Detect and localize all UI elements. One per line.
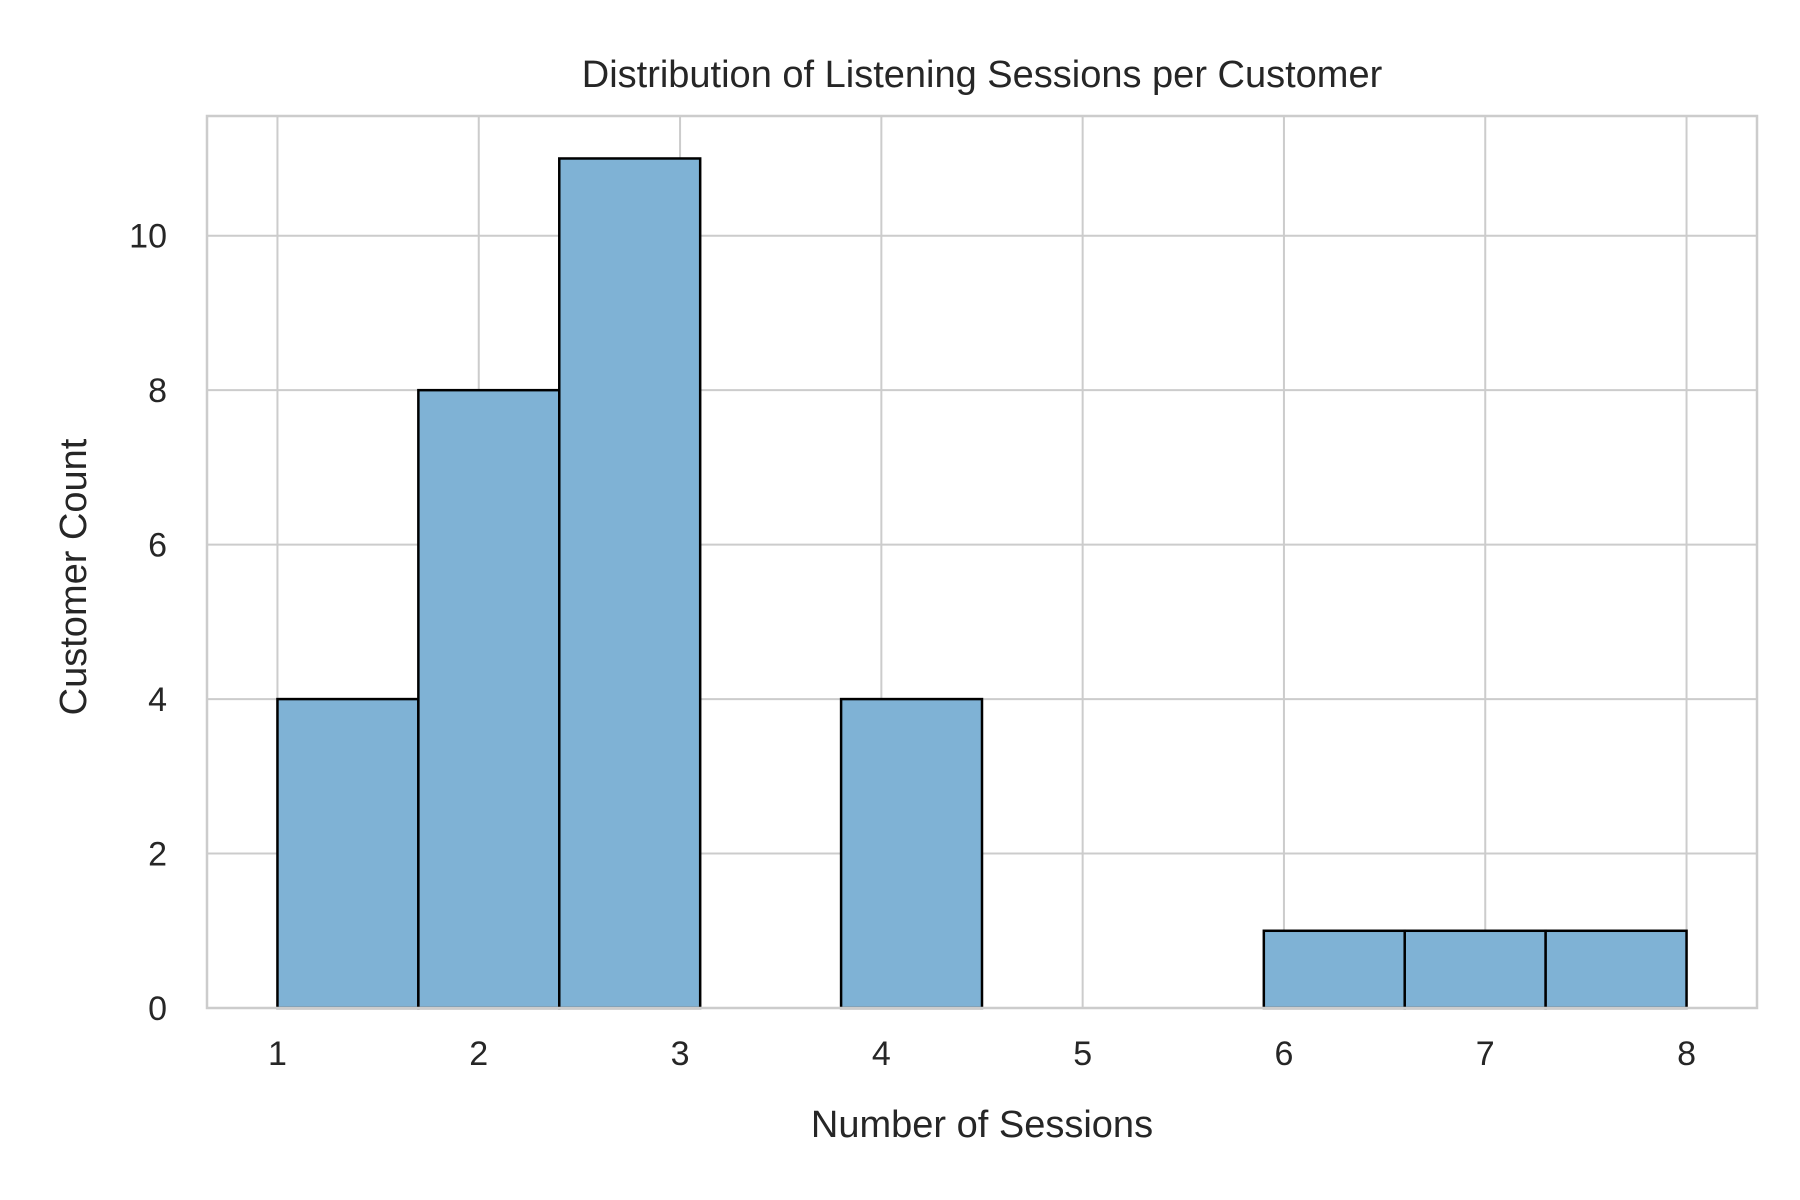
histogram-bar: [1403, 929, 1547, 1010]
chart-title: Distribution of Listening Sessions per C…: [582, 54, 1383, 96]
histogram-bars: [276, 157, 1688, 1010]
x-tick-label: 3: [671, 1035, 690, 1073]
histogram-bar: [417, 388, 561, 1010]
histogram-bar: [276, 697, 420, 1010]
x-tick-labels: 1 2 3 4 5 6 7 8: [268, 1035, 1696, 1073]
y-tick-labels: 0 2 4 6 8 10: [129, 218, 167, 1028]
x-tick-label: 4: [872, 1035, 891, 1073]
histogram-bar: [839, 697, 984, 1010]
x-axis-label: Number of Sessions: [811, 1104, 1153, 1146]
y-tick-label: 2: [148, 836, 167, 874]
plot-frame: [205, 114, 1759, 1010]
y-tick-label: 0: [148, 990, 167, 1028]
x-tick-label: 7: [1476, 1035, 1495, 1073]
y-tick-label: 4: [148, 681, 167, 719]
y-tick-label: 8: [148, 372, 167, 410]
y-tick-label: 10: [129, 218, 167, 256]
x-tick-label: 2: [469, 1035, 488, 1073]
x-tick-label: 5: [1073, 1035, 1092, 1073]
histogram-bar: [1544, 929, 1688, 1010]
y-axis-label: Customer Count: [53, 438, 95, 715]
x-tick-label: 1: [268, 1035, 287, 1073]
x-tick-label: 6: [1274, 1035, 1293, 1073]
histogram-bar: [558, 157, 702, 1010]
histogram-bar: [1262, 929, 1406, 1010]
y-tick-label: 6: [148, 527, 167, 565]
x-tick-label: 8: [1677, 1035, 1696, 1073]
